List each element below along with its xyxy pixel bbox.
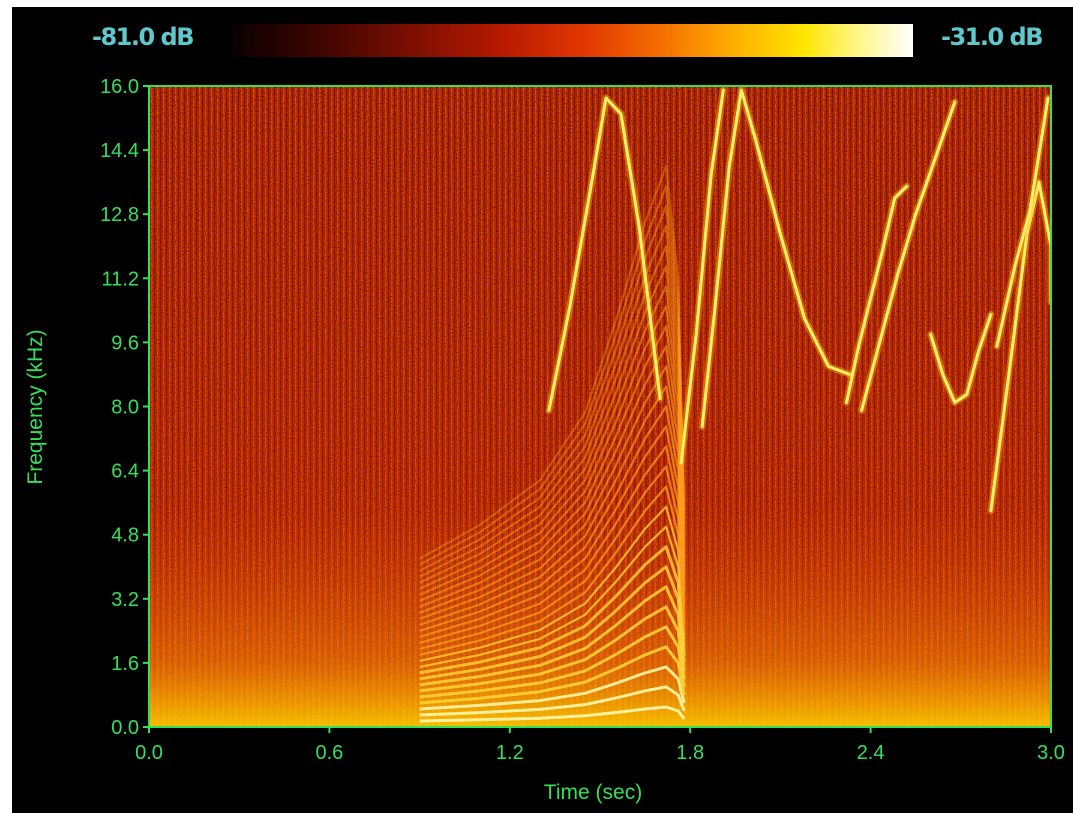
y-tick-label: 0.0: [111, 717, 139, 739]
chirp-trace: [989, 180, 1051, 513]
harmonic-line: [419, 665, 686, 711]
harmonic-line: [419, 385, 686, 626]
spectrogram-window: -81.0 dB -31.0 dB: [12, 7, 1073, 813]
spectrogram-chart: 0.0 0.6 1.2 1.8 2.4 3.0 0.0 1.6 3.2 4.8 6.4 8.0 9.6…: [24, 76, 1065, 804]
harmonic-line: [419, 345, 686, 614]
harmonic-line: [419, 445, 686, 644]
harmonic-line: [419, 605, 686, 693]
harmonic-line: [419, 225, 686, 578]
harmonic-line: [419, 205, 686, 572]
y-tick-label: 4.8: [111, 525, 139, 547]
y-tick-label: 1.6: [111, 653, 139, 675]
colorbar-max-label: -31.0 dB: [941, 23, 1044, 51]
y-axis: 0.0 1.6 3.2 4.8 6.4 8.0 9.6 11.2 12.8 14.4 16.0: [100, 76, 149, 739]
x-axis-title: Time (sec): [544, 781, 642, 804]
harmonic-line: [419, 685, 686, 717]
harmonic-line: [419, 245, 686, 584]
y-tick-label: 6.4: [111, 461, 139, 483]
colorbar: [232, 24, 913, 57]
x-tick-label: 1.2: [496, 742, 524, 764]
x-tick-label: 0.6: [315, 742, 343, 764]
x-tick-label: 1.8: [676, 742, 704, 764]
harmonic-line: [419, 165, 686, 560]
harmonic-line: [419, 645, 686, 705]
x-tick-label: 2.4: [857, 742, 885, 764]
colorbar-min-label: -81.0 dB: [92, 23, 195, 51]
harmonic-line: [419, 265, 686, 590]
x-tick-label: 0.0: [135, 742, 163, 764]
harmonic-line: [419, 545, 686, 675]
harmonic-line: [419, 505, 686, 662]
chirp-trace: [700, 88, 852, 428]
harmonic-line: [419, 185, 686, 566]
y-tick-label: 9.6: [111, 332, 139, 354]
chirp-trace: [860, 100, 957, 412]
harmonic-line: [419, 325, 686, 608]
harmonic-line: [419, 285, 686, 596]
y-tick-label: 8.0: [111, 397, 139, 419]
chirp-trace: [929, 312, 993, 404]
y-tick-label: 3.2: [111, 589, 139, 611]
x-axis: 0.0 0.6 1.2 1.8 2.4 3.0: [135, 727, 1065, 764]
y-tick-label: 12.8: [100, 204, 139, 226]
chirp-traces: [545, 86, 1051, 515]
y-tick-label: 11.2: [102, 268, 139, 290]
harmonic-line: [419, 565, 686, 681]
harmonic-sweep: [419, 165, 686, 723]
harmonic-line: [419, 305, 686, 602]
harmonic-line: [419, 525, 686, 668]
y-tick-label: 14.4: [100, 140, 139, 162]
harmonic-line: [419, 585, 686, 687]
y-axis-title: Frequency (kHz): [24, 329, 47, 484]
x-tick-label: 3.0: [1037, 742, 1065, 764]
harmonic-line: [419, 625, 686, 699]
harmonic-line: [419, 425, 686, 638]
harmonic-line: [419, 465, 686, 650]
chirp-trace: [547, 96, 662, 412]
y-tick-label: 16.0: [100, 76, 139, 98]
chirp-trace: [679, 88, 725, 465]
harmonic-line: [419, 405, 686, 632]
chirp-trace: [995, 96, 1050, 348]
harmonic-line: [419, 485, 686, 656]
chirp-trace: [845, 184, 909, 404]
harmonic-line: [419, 705, 686, 723]
harmonic-line: [419, 365, 686, 620]
